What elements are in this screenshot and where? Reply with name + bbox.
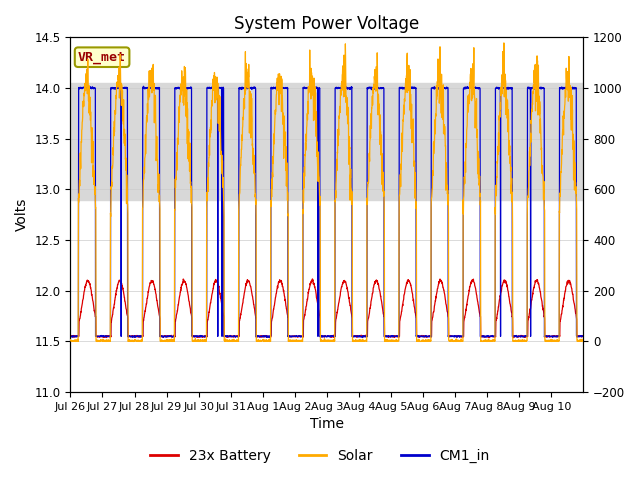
Y-axis label: Volts: Volts	[15, 198, 29, 231]
X-axis label: Time: Time	[310, 418, 344, 432]
Text: VR_met: VR_met	[78, 51, 126, 64]
Legend: 23x Battery, Solar, CM1_in: 23x Battery, Solar, CM1_in	[145, 443, 495, 468]
Title: System Power Voltage: System Power Voltage	[234, 15, 419, 33]
Bar	[70, 83, 583, 200]
